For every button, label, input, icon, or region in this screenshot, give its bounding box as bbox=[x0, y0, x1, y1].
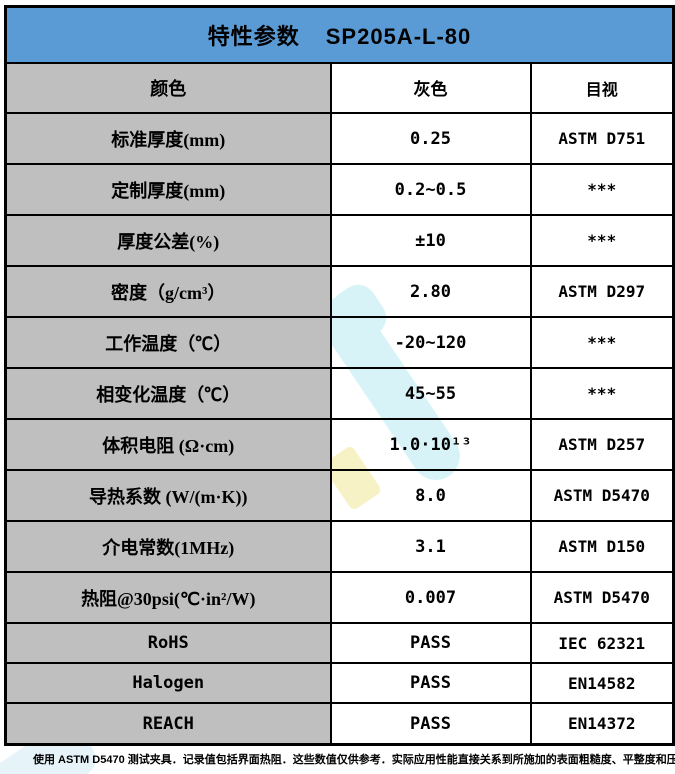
param-value-cell: ±10 bbox=[329, 214, 532, 268]
table-row: 标准厚度(mm) 0.25 ASTM D751 bbox=[4, 112, 675, 166]
param-value-cell: 8.0 bbox=[329, 469, 532, 523]
param-value-cell: 0.25 bbox=[329, 112, 532, 166]
table-title: 特性参数 SP205A-L-80 bbox=[4, 5, 675, 64]
product-model: SP205A-L-80 bbox=[325, 23, 472, 49]
spec-table-body: 颜色 灰色 目视 标准厚度(mm) 0.25 ASTM D751 定制厚度(mm) 0.2~0… bbox=[4, 61, 675, 746]
param-label-cell: 厚度公差(%) bbox=[4, 214, 332, 268]
param-value-cell: -20~120 bbox=[329, 316, 532, 370]
test-method-cell: ASTM D257 bbox=[529, 418, 675, 472]
param-label-cell: REACH bbox=[4, 702, 332, 746]
test-method-cell: 目视 bbox=[529, 61, 675, 115]
test-method-cell: ASTM D5470 bbox=[529, 571, 675, 625]
table-row: 密度（g/cm³） 2.80 ASTM D297 bbox=[4, 265, 675, 319]
test-method-cell: ASTM D5470 bbox=[529, 469, 675, 523]
param-label-cell: 工作温度（℃） bbox=[4, 316, 332, 370]
table-row: 相变化温度（℃） 45~55 *** bbox=[4, 367, 675, 421]
table-header-row: 特性参数 SP205A-L-80 bbox=[4, 5, 675, 64]
table-row: 工作温度（℃） -20~120 *** bbox=[4, 316, 675, 370]
param-value-cell: PASS bbox=[329, 622, 532, 665]
param-value-cell: 3.1 bbox=[329, 520, 532, 574]
test-method-cell: *** bbox=[529, 214, 675, 268]
param-label-cell: 密度（g/cm³） bbox=[4, 265, 332, 319]
test-method-cell: EN14372 bbox=[529, 702, 675, 746]
spec-table: 特性参数 SP205A-L-80 颜色 灰色 目视 标准厚度(mm) 0.25 ASTM D… bbox=[4, 5, 675, 746]
param-value-cell: PASS bbox=[329, 702, 532, 746]
param-label-cell: 定制厚度(mm) bbox=[4, 163, 332, 217]
param-label-cell: 相变化温度（℃） bbox=[4, 367, 332, 421]
param-value-cell: PASS bbox=[329, 662, 532, 705]
test-method-cell: ASTM D297 bbox=[529, 265, 675, 319]
test-method-cell: ASTM D751 bbox=[529, 112, 675, 166]
param-label-cell: 体积电阻 (Ω·cm) bbox=[4, 418, 332, 472]
param-label-cell: 介电常数(1MHz) bbox=[4, 520, 332, 574]
footnote: 使用 ASTM D5470 测试夹具．记录值包括界面热阻．这些数值仅供参考．实际… bbox=[33, 754, 675, 766]
table-row: RoHS PASS IEC 62321 bbox=[4, 622, 675, 665]
table-row: REACH PASS EN14372 bbox=[4, 702, 675, 746]
test-method-cell: *** bbox=[529, 367, 675, 421]
param-label-cell: 标准厚度(mm) bbox=[4, 112, 332, 166]
table-row: 厚度公差(%) ±10 *** bbox=[4, 214, 675, 268]
param-label-cell: RoHS bbox=[4, 622, 332, 665]
table-row: 介电常数(1MHz) 3.1 ASTM D150 bbox=[4, 520, 675, 574]
param-label-cell: 颜色 bbox=[4, 61, 332, 115]
table-row: 体积电阻 (Ω·cm) 1.0·10¹³ ASTM D257 bbox=[4, 418, 675, 472]
table-row: 导热系数 (W/(m·K)) 8.0 ASTM D5470 bbox=[4, 469, 675, 523]
test-method-cell: *** bbox=[529, 163, 675, 217]
param-value-cell: 2.80 bbox=[329, 265, 532, 319]
param-label-cell: Halogen bbox=[4, 662, 332, 705]
table-title-text: 特性参数 bbox=[207, 23, 300, 49]
table-row: 定制厚度(mm) 0.2~0.5 *** bbox=[4, 163, 675, 217]
param-value-cell: 灰色 bbox=[329, 61, 532, 115]
param-label-cell: 热阻@30psi(℃·in²/W) bbox=[4, 571, 332, 625]
table-row: 热阻@30psi(℃·in²/W) 0.007 ASTM D5470 bbox=[4, 571, 675, 625]
table-row: Halogen PASS EN14582 bbox=[4, 662, 675, 705]
param-value-cell: 45~55 bbox=[329, 367, 532, 421]
test-method-cell: ASTM D150 bbox=[529, 520, 675, 574]
table-row: 颜色 灰色 目视 bbox=[4, 61, 675, 115]
test-method-cell: IEC 62321 bbox=[529, 622, 675, 665]
test-method-cell: EN14582 bbox=[529, 662, 675, 705]
param-value-cell: 1.0·10¹³ bbox=[329, 418, 532, 472]
param-label-cell: 导热系数 (W/(m·K)) bbox=[4, 469, 332, 523]
param-value-cell: 0.2~0.5 bbox=[329, 163, 532, 217]
test-method-cell: *** bbox=[529, 316, 675, 370]
param-value-cell: 0.007 bbox=[329, 571, 532, 625]
